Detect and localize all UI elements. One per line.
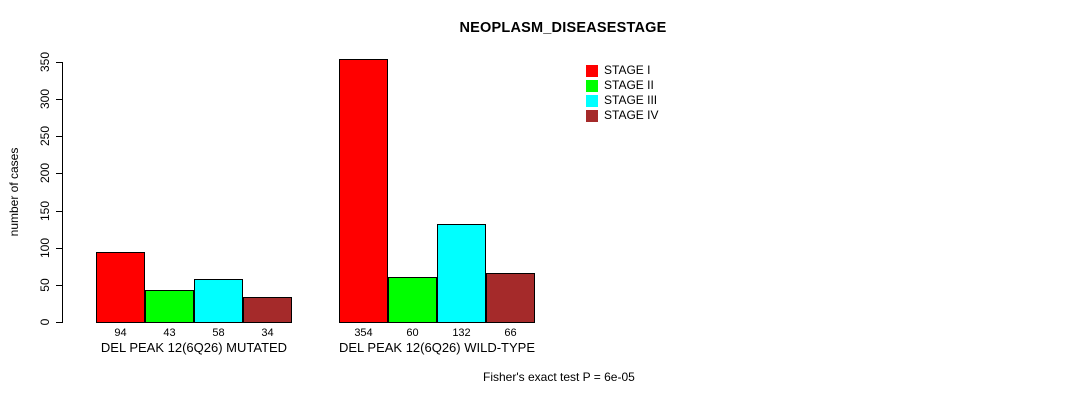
annotation-text: Fisher's exact test P = 6e-05 <box>483 370 635 384</box>
legend-label: STAGE II <box>604 78 654 92</box>
y-tick-mark <box>56 248 62 249</box>
y-tick-label: 350 <box>38 51 52 73</box>
legend-label: STAGE IV <box>604 108 659 122</box>
legend-swatch <box>586 79 598 92</box>
bar-value-label: 58 <box>212 327 225 339</box>
y-tick-mark <box>56 211 62 212</box>
legend-row: STAGE IV <box>586 108 658 123</box>
bar-value-label: 94 <box>114 327 127 339</box>
y-tick-label: 200 <box>38 162 52 184</box>
y-tick-label: 300 <box>38 88 52 110</box>
bar-stage-ii <box>388 277 437 323</box>
legend-swatch <box>586 94 598 107</box>
legend-row: STAGE III <box>586 93 658 108</box>
y-tick-mark <box>56 136 62 137</box>
bar-stage-iii <box>194 279 243 323</box>
y-tick-mark <box>56 173 62 174</box>
legend-row: STAGE II <box>586 78 658 93</box>
bar-value-label: 43 <box>163 327 176 339</box>
y-tick-mark <box>56 99 62 100</box>
bar-stage-iii <box>437 224 486 323</box>
y-tick-label: 0 <box>38 318 52 326</box>
y-tick-label: 250 <box>38 125 52 147</box>
y-tick-mark <box>56 285 62 286</box>
bar-stage-i <box>96 252 145 323</box>
legend-swatch <box>586 64 598 77</box>
chart-title: NEOPLASM_DISEASESTAGE <box>459 20 667 36</box>
legend-row: STAGE I <box>586 63 658 78</box>
x-axis-group-label: DEL PEAK 12(6Q26) MUTATED <box>100 340 288 355</box>
y-axis-line <box>62 62 63 323</box>
bar-stage-iv <box>486 273 535 323</box>
bar-value-label: 34 <box>261 327 274 339</box>
bar-value-label: 60 <box>406 327 419 339</box>
y-axis-label: number of cases <box>7 147 21 237</box>
bar-value-label: 354 <box>354 327 373 339</box>
y-tick-mark <box>56 322 62 323</box>
legend-swatch <box>586 109 598 122</box>
y-tick-label: 50 <box>38 278 52 292</box>
y-tick-mark <box>56 62 62 63</box>
bar-value-label: 132 <box>452 327 471 339</box>
legend-label: STAGE I <box>604 63 651 77</box>
legend-label: STAGE III <box>604 93 658 107</box>
y-tick-label: 150 <box>38 200 52 222</box>
y-tick-label: 100 <box>38 237 52 259</box>
bar-stage-ii <box>145 290 194 323</box>
legend: STAGE I STAGE II STAGE III STAGE IV <box>586 63 658 123</box>
x-axis-group-label: DEL PEAK 12(6Q26) WILD-TYPE <box>338 340 536 355</box>
bar-stage-i <box>339 59 388 323</box>
bar-stage-iv <box>243 297 292 323</box>
bar-value-label: 66 <box>504 327 517 339</box>
